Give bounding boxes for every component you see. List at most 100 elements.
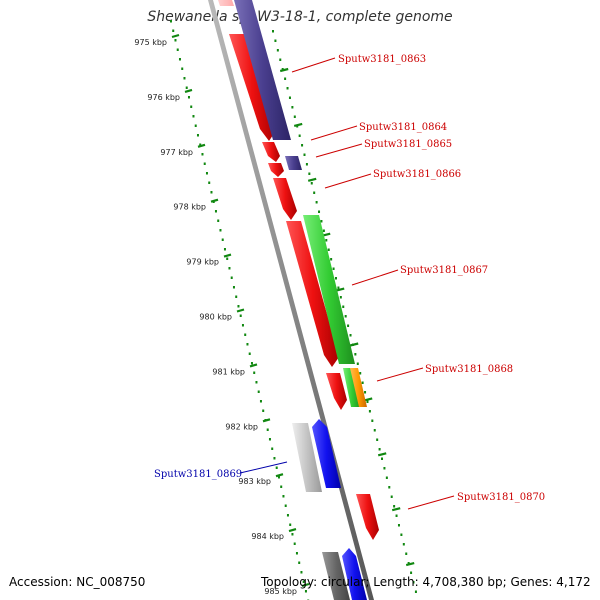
ruler-dot <box>253 371 256 374</box>
gene-label-0866[interactable]: Sputw3181_0866 <box>373 169 461 180</box>
accession-text: Accession: NC_008750 <box>9 575 146 589</box>
gene-orange-0868[interactable] <box>350 368 367 407</box>
leader-0866 <box>324 173 372 189</box>
gene-label-0867[interactable]: Sputw3181_0867 <box>400 265 488 276</box>
ruler-dot-outer <box>381 457 384 460</box>
ruler-dot <box>187 96 190 99</box>
gene-label-0863[interactable]: Sputw3181_0863 <box>338 54 426 65</box>
ruler-tick-977 <box>197 143 206 148</box>
ruler-dot <box>250 362 253 365</box>
gene-purple-0863-partner[interactable] <box>234 0 291 140</box>
ruler-tick-982 <box>262 418 271 423</box>
gene-label-0864[interactable]: Sputw3181_0864 <box>359 122 447 133</box>
ruler-dot <box>273 457 276 460</box>
ruler-dot <box>257 390 260 393</box>
ruler-dot-outer <box>332 267 335 270</box>
gene-sputw3181-0865[interactable] <box>268 163 284 177</box>
ruler-label-978: 978 kbp <box>173 203 206 212</box>
ruler-dot <box>228 267 231 270</box>
ruler-dot-outer <box>330 258 333 261</box>
ruler-dot <box>208 181 211 184</box>
gene-sputw3181-0868[interactable] <box>326 373 347 410</box>
ruler-dot <box>239 314 242 317</box>
ruler-dot-outer <box>293 115 296 118</box>
ruler-dot-outer <box>315 201 318 204</box>
ruler-dot-outer <box>402 543 405 546</box>
ruler-dot <box>282 495 285 498</box>
gene-label-0870[interactable]: Sputw3181_0870 <box>457 492 545 503</box>
gene-sputw3181-0870[interactable] <box>356 494 379 540</box>
ruler-dot-outer <box>412 581 415 584</box>
leader-0863 <box>291 57 336 73</box>
gene-blue-bottom[interactable] <box>342 548 367 600</box>
ruler-label-980: 980 kbp <box>199 313 232 322</box>
gene-sputw3181-0866[interactable] <box>273 178 297 220</box>
ruler-dot <box>244 333 247 336</box>
ruler-outer-tick-980 <box>349 342 359 347</box>
ruler-dot <box>192 115 195 118</box>
gene-blue-0869-partner[interactable] <box>312 419 341 488</box>
ruler-dot-outer <box>378 448 381 451</box>
gene-green-0867[interactable] <box>303 215 355 364</box>
ruler-dot-outer <box>368 410 371 413</box>
ruler-dot <box>214 210 217 213</box>
ruler-dot-outer <box>339 296 342 299</box>
map-title: Shewanella sp. W3-18-1, complete genome <box>147 9 453 25</box>
ruler-dot <box>293 542 296 545</box>
gene-label-0865[interactable]: Sputw3181_0865 <box>364 139 452 150</box>
gene-sputw3181-0867[interactable] <box>286 221 339 367</box>
gene-faded-top <box>218 0 234 6</box>
gene-dark-bottom[interactable] <box>322 552 350 600</box>
gene-sputw3181-0864[interactable] <box>262 142 280 162</box>
ruler-outer-tick-982 <box>377 452 387 457</box>
ruler-dot-outer <box>305 163 308 166</box>
ruler-dot-outer <box>359 372 362 375</box>
ruler-dot <box>172 29 175 32</box>
ruler-label-976: 976 kbp <box>147 93 180 102</box>
gene-label-0869[interactable]: Sputw3181_0869 <box>154 469 242 480</box>
ruler-dot <box>284 504 287 507</box>
ruler-dot-outer <box>318 210 321 213</box>
ruler-dot <box>289 523 292 526</box>
ruler-dot <box>255 381 258 384</box>
ruler-dot <box>237 305 240 308</box>
ruler-dot-outer <box>400 533 403 536</box>
ruler-dot-outer <box>373 429 376 432</box>
leader-0867 <box>351 269 399 286</box>
ruler-dot-outer <box>354 353 357 356</box>
gene-green-0868[interactable] <box>343 368 361 407</box>
ruler-dot <box>266 428 269 431</box>
ruler-dot <box>190 105 193 108</box>
gene-label-0868[interactable]: Sputw3181_0868 <box>425 364 513 375</box>
ruler-outer-tick-981 <box>363 397 373 402</box>
ruler-dot-outer <box>356 362 359 365</box>
ruler-dot <box>169 20 172 23</box>
topology-text: Topology: circular; Length: 4,708,380 bp… <box>261 575 591 589</box>
ruler-label-979: 979 kbp <box>186 258 219 267</box>
ruler-dot-outer <box>349 334 352 337</box>
ruler-dot <box>185 86 188 89</box>
ruler-dot <box>248 352 251 355</box>
ruler-outer-tick-984 <box>405 562 415 567</box>
ruler-dot <box>183 77 186 80</box>
ruler-tick-983 <box>275 473 284 478</box>
ruler-outer-tick-976 <box>293 122 303 127</box>
leader-0865 <box>315 143 363 158</box>
ruler-outer-tick-975 <box>279 67 289 73</box>
gene-purple-0864-partner[interactable] <box>285 156 302 170</box>
ruler-label-984: 984 kbp <box>251 532 284 541</box>
ruler-label-975: 975 kbp <box>134 38 167 47</box>
gene-sputw3181-0869[interactable] <box>292 423 322 492</box>
ruler-dot <box>217 219 220 222</box>
gene-sputw3181-0863[interactable] <box>229 34 275 141</box>
ruler-tick-985 <box>301 582 310 588</box>
ruler-dot-outer <box>407 562 410 565</box>
ruler-dot-outer <box>272 30 274 33</box>
ruler-dot <box>302 580 305 583</box>
ruler-dot <box>291 533 294 536</box>
ruler-dot <box>230 276 233 279</box>
leader-0868 <box>376 367 424 382</box>
ruler-dot-outer <box>395 514 398 517</box>
ruler-dot-outer <box>308 172 311 175</box>
ruler-dot <box>210 191 213 194</box>
